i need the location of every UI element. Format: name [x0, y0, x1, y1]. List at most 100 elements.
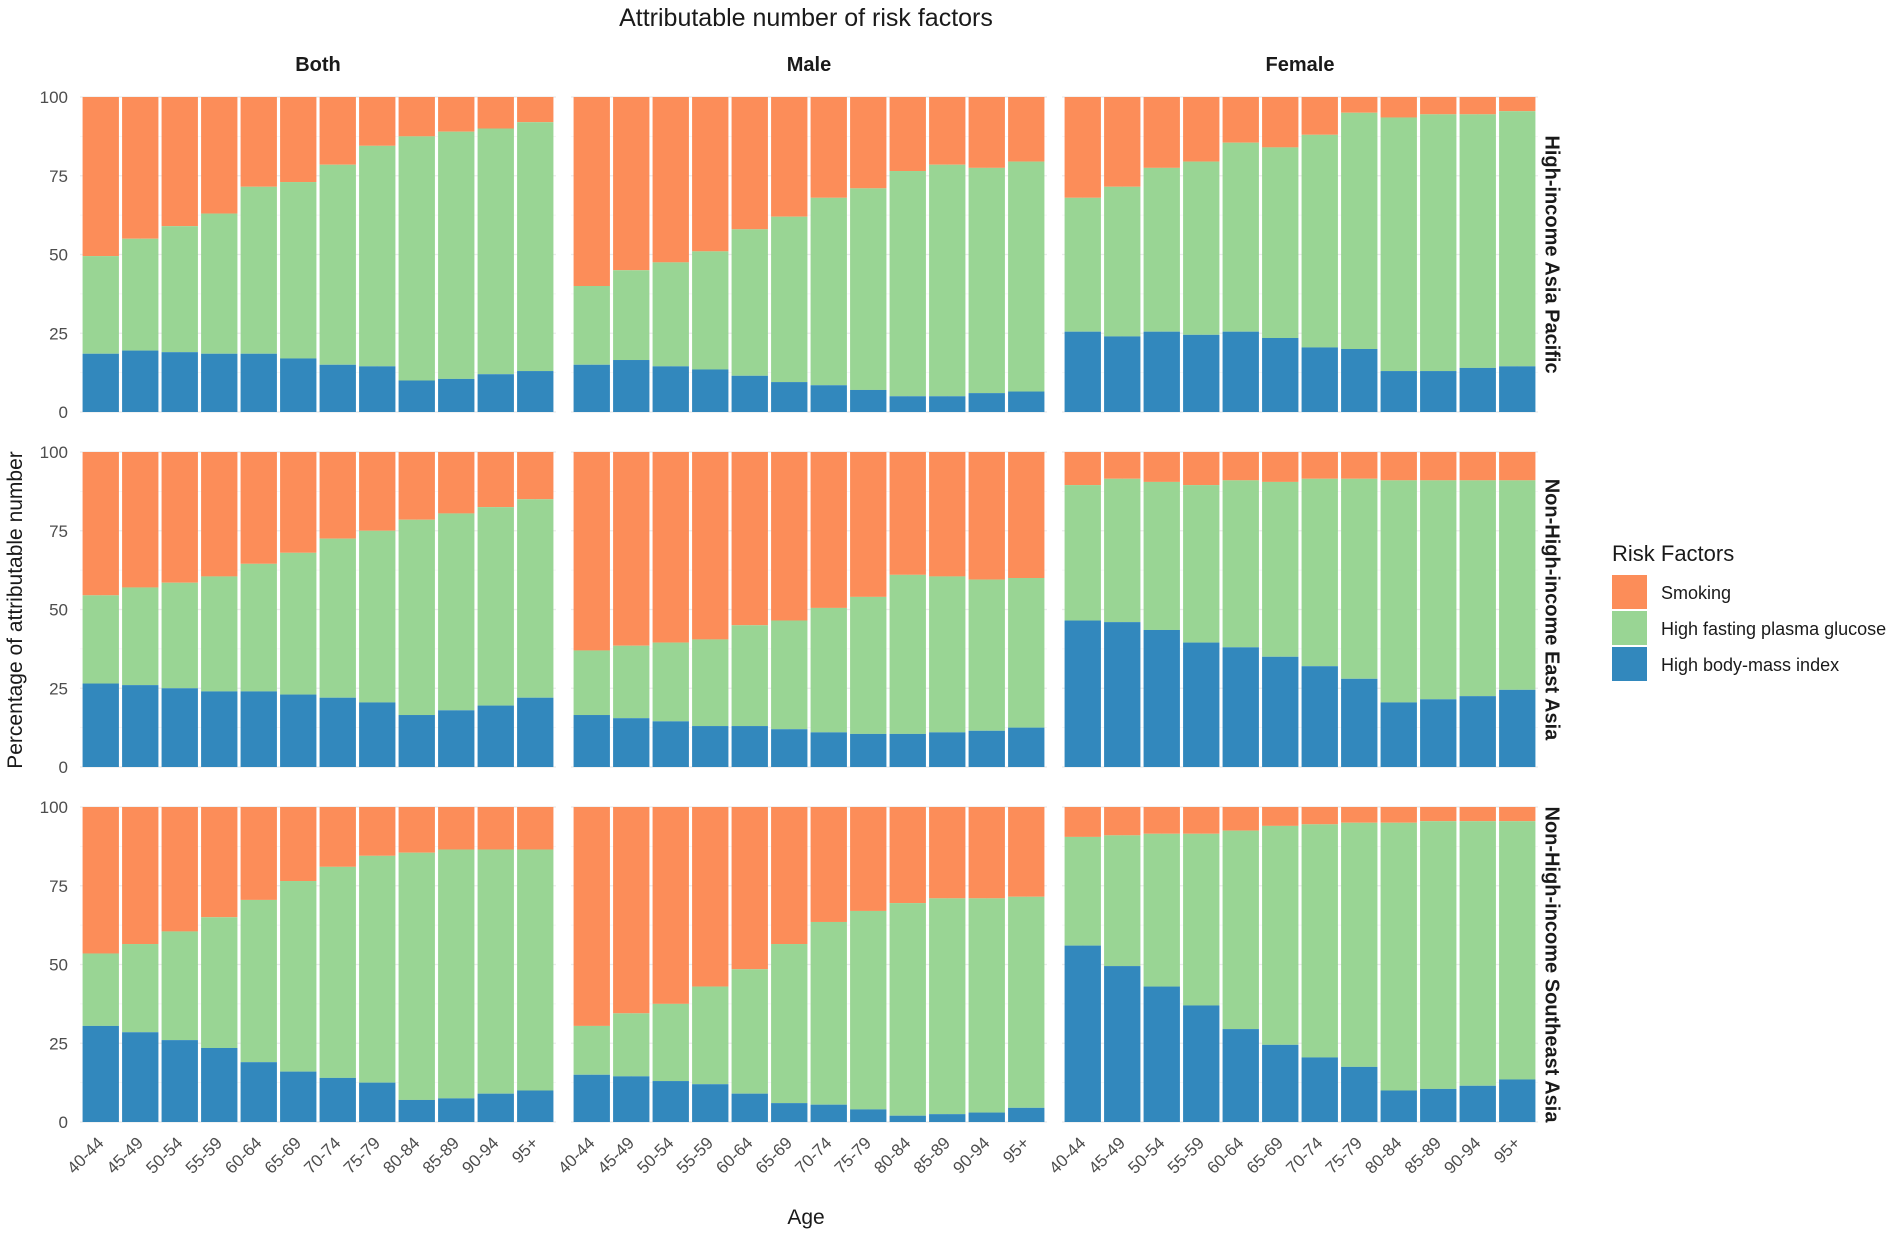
bar-smoking-60-64 [731, 807, 768, 970]
bar-bmi-40-44 [573, 715, 610, 767]
bar-bmi-75-79 [1341, 349, 1378, 412]
bar-smoking-80-84 [398, 97, 435, 137]
bar-smoking-80-84 [1380, 97, 1417, 118]
bar-bmi-60-64 [240, 353, 277, 412]
bar-glucose-50-54 [161, 226, 198, 353]
bar-bmi-60-64 [1222, 647, 1259, 767]
x-tick-label: 80-84 [870, 1133, 914, 1177]
bar-bmi-75-79 [850, 1109, 887, 1122]
bar-glucose-50-54 [1143, 167, 1180, 332]
bar-glucose-80-84 [1380, 480, 1417, 703]
bar-bmi-90-94 [968, 1112, 1005, 1122]
x-tick-label: 90-94 [458, 1133, 502, 1177]
bar-glucose-70-74 [810, 197, 847, 386]
bar-bmi-50-54 [1143, 629, 1180, 767]
x-tick-label: 55-59 [182, 1133, 226, 1177]
x-tick-label: 40-44 [1045, 1133, 1089, 1177]
bar-glucose-90-94 [477, 128, 514, 375]
bar-smoking-60-64 [731, 97, 768, 230]
bar-smoking-40-44 [1064, 807, 1101, 837]
bar-bmi-85-89 [438, 378, 475, 412]
bar-bmi-95+ [1008, 727, 1045, 767]
bar-glucose-80-84 [889, 171, 926, 397]
bar-bmi-90-94 [1459, 1085, 1496, 1122]
bar-glucose-95+ [1008, 161, 1045, 392]
bar-glucose-70-74 [1301, 478, 1338, 667]
bar-bmi-95+ [1008, 1107, 1045, 1122]
bar-smoking-50-54 [1143, 452, 1180, 482]
bar-glucose-75-79 [850, 910, 887, 1110]
bar-smoking-75-79 [850, 97, 887, 189]
bar-smoking-60-64 [1222, 807, 1259, 831]
strip-label-region-2: Non-High-income East Asia [1541, 479, 1563, 741]
x-tick-label: 70-74 [791, 1133, 835, 1177]
bar-glucose-70-74 [810, 921, 847, 1105]
bar-bmi-40-44 [573, 1074, 610, 1122]
bar-smoking-75-79 [359, 452, 396, 531]
bar-smoking-65-69 [280, 452, 317, 553]
bar-bmi-40-44 [1064, 331, 1101, 412]
bar-glucose-75-79 [850, 188, 887, 390]
bar-glucose-75-79 [850, 596, 887, 734]
bar-smoking-40-44 [573, 807, 610, 1026]
bar-smoking-90-94 [1459, 807, 1496, 822]
bar-glucose-50-54 [161, 931, 198, 1041]
bar-bmi-80-84 [1380, 371, 1417, 412]
bar-smoking-85-89 [1420, 452, 1457, 481]
bar-smoking-65-69 [1262, 97, 1299, 148]
bar-smoking-65-69 [280, 97, 317, 183]
bar-glucose-90-94 [968, 898, 1005, 1113]
bar-bmi-70-74 [319, 364, 356, 412]
bar-bmi-80-84 [1380, 702, 1417, 767]
x-tick-label: 50-54 [633, 1133, 677, 1177]
bar-bmi-55-59 [1183, 642, 1220, 767]
bar-glucose-95+ [1499, 821, 1536, 1080]
bar-smoking-70-74 [319, 97, 356, 165]
bar-glucose-40-44 [82, 256, 119, 354]
bar-glucose-80-84 [889, 574, 926, 734]
bar-smoking-70-74 [810, 97, 847, 198]
y-tick-label: 50 [49, 246, 68, 265]
x-tick-label: 45-49 [1085, 1133, 1129, 1177]
bar-bmi-45-49 [613, 360, 650, 412]
bar-smoking-55-59 [1183, 452, 1220, 486]
bar-glucose-65-69 [1262, 481, 1299, 657]
x-tick-label: 80-84 [379, 1133, 423, 1177]
bar-glucose-95+ [517, 849, 554, 1091]
x-tick-label: 55-59 [673, 1133, 717, 1177]
y-tick-label: 0 [59, 403, 68, 422]
x-axis-title: Age [787, 1206, 824, 1229]
bar-bmi-45-49 [122, 1032, 159, 1122]
bar-glucose-95+ [1008, 896, 1045, 1108]
bar-glucose-40-44 [573, 286, 610, 365]
bar-bmi-95+ [517, 371, 554, 412]
bar-glucose-85-89 [929, 576, 966, 733]
x-tick-label: 45-49 [594, 1133, 638, 1177]
bar-bmi-60-64 [240, 691, 277, 767]
bar-bmi-90-94 [477, 705, 514, 767]
bar-bmi-75-79 [359, 366, 396, 412]
bar-bmi-80-84 [398, 1099, 435, 1122]
bar-glucose-80-84 [398, 519, 435, 716]
bar-smoking-85-89 [438, 807, 475, 850]
strip-label-male: Male [787, 54, 831, 76]
x-tick-label: 70-74 [1282, 1133, 1326, 1177]
strip-label-female: Female [1266, 54, 1335, 76]
bar-bmi-90-94 [1459, 696, 1496, 767]
bar-bmi-75-79 [359, 702, 396, 767]
x-tick-label: 40-44 [63, 1133, 107, 1177]
bar-smoking-55-59 [201, 807, 238, 918]
bar-bmi-50-54 [161, 688, 198, 767]
bar-glucose-45-49 [1104, 478, 1141, 623]
bar-glucose-60-64 [240, 186, 277, 354]
bar-bmi-80-84 [889, 1115, 926, 1122]
bar-smoking-40-44 [573, 452, 610, 651]
bar-glucose-50-54 [652, 262, 689, 367]
x-tick-label: 95+ [999, 1133, 1033, 1167]
x-tick-label: 45-49 [103, 1133, 147, 1177]
bar-bmi-95+ [517, 1090, 554, 1122]
bar-glucose-75-79 [1341, 478, 1378, 679]
bar-smoking-75-79 [850, 807, 887, 911]
bar-bmi-90-94 [968, 393, 1005, 412]
bar-bmi-80-84 [398, 715, 435, 767]
